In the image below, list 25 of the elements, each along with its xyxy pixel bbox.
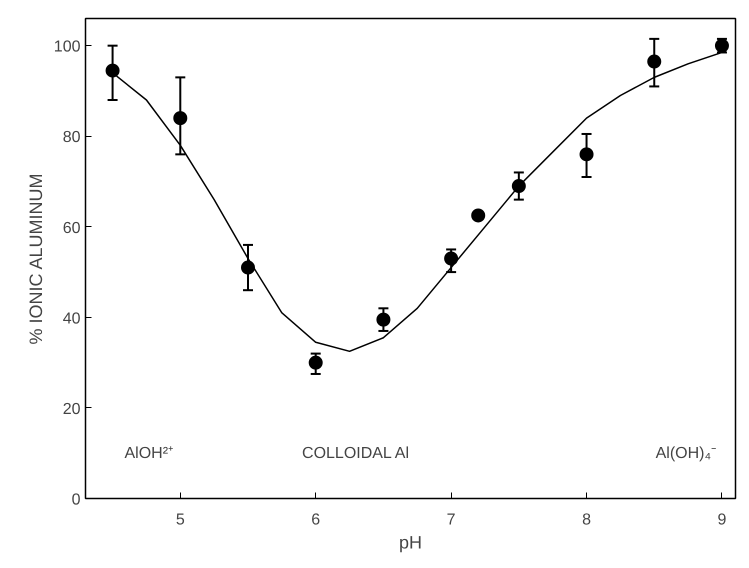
point [647,54,662,69]
x-tick-label: 7 [446,512,456,528]
point [241,260,255,275]
y-tick-label: 100 [54,38,81,56]
point [471,208,486,222]
x-tick-label: 8 [582,512,592,528]
x-tick-label: 5 [176,512,185,528]
point [308,356,323,370]
y-tick-label: 20 [62,400,81,418]
annotation: Al(OH)₄⁻ [656,445,716,462]
y-tick-label: 60 [62,220,81,237]
y-tick-label: 0 [72,492,81,508]
y-tick-label: 80 [62,129,81,146]
x-tick-label: 6 [311,512,320,528]
point [173,111,188,126]
point [580,147,594,162]
annotation: AlOH²⁺ [124,445,174,462]
point [376,312,390,327]
y-axis-title: % IONIC ALUMINUM [26,173,46,345]
point [444,252,458,266]
point [106,64,120,78]
x-axis-title: pH [398,532,422,552]
y-tick-label: 40 [62,310,81,328]
annotation: COLLOIDAL Al [302,445,410,462]
x-tick-label: 9 [718,512,727,528]
